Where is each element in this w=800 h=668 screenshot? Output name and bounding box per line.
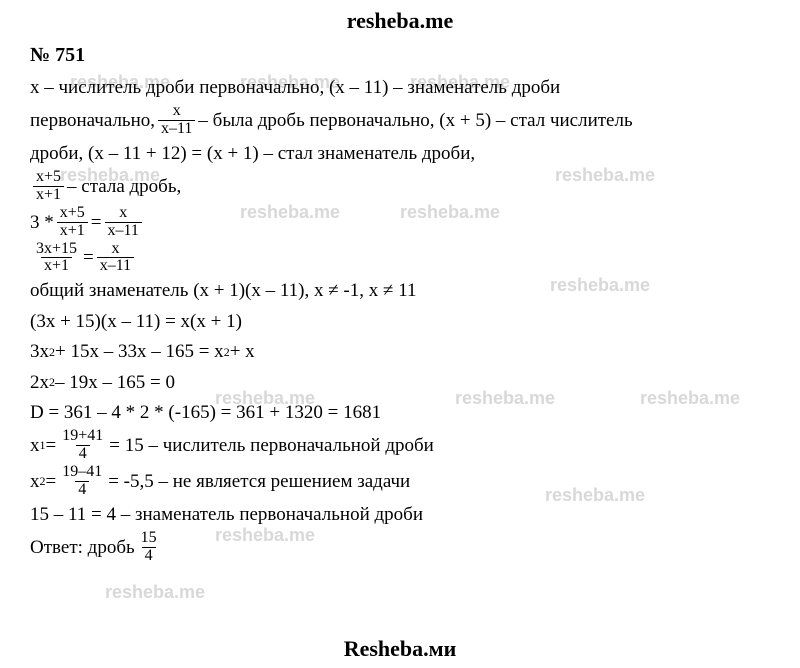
text: общий знаменатель (x + 1)(x – 11), x ≠ -… [30, 276, 417, 305]
fraction: 19–41 4 [59, 464, 105, 499]
numerator: x [108, 241, 122, 258]
denominator: x+1 [33, 186, 64, 204]
fraction: x+5 x+1 [33, 169, 64, 204]
denominator: 4 [142, 547, 156, 565]
denominator: x–11 [97, 257, 134, 275]
text: – 19x – 165 = 0 [55, 368, 175, 397]
text: Ответ: дробь [30, 533, 135, 562]
line-9: 3x2 + 15x – 33x – 165 = x2 + x [30, 337, 770, 366]
line-3: дроби, (x – 11 + 12) = (x + 1) – стал зн… [30, 139, 770, 168]
line-7: общий знаменатель (x + 1)(x – 11), x ≠ -… [30, 276, 770, 305]
text: 15 – 11 = 4 – знаменатель первоначальной… [30, 500, 423, 529]
denominator: x+1 [41, 257, 72, 275]
line-8: (3x + 15)(x – 11) = x(x + 1) [30, 307, 770, 336]
fraction: x x–11 [105, 205, 142, 240]
line-12: x1 = 19+41 4 = 15 – числитель первоначал… [30, 428, 770, 463]
line-1: x – числитель дроби первоначально, (x – … [30, 73, 770, 102]
line-6: 3x+15 x+1 = x x–11 [30, 241, 770, 276]
numerator: 19+41 [59, 428, 106, 445]
text: 2x [30, 368, 49, 397]
numerator: x+5 [57, 205, 88, 222]
text: = [83, 243, 94, 272]
text: x – числитель дроби первоначально, (x – … [30, 73, 560, 102]
text: D = 361 – 4 * 2 * (-165) = 361 + 1320 = … [30, 398, 381, 427]
fraction: x x–11 [97, 241, 134, 276]
line-15: Ответ: дробь 15 4 [30, 530, 770, 565]
text: + x [230, 337, 255, 366]
fraction: x+5 x+1 [57, 205, 88, 240]
fraction: 15 4 [138, 530, 160, 565]
line-2: первоначально, x x–11 – была дробь перво… [30, 103, 770, 138]
text: x [30, 431, 40, 460]
header-brand: resheba.me [0, 0, 800, 40]
line-4: x+5 x+1 – стала дробь, [30, 169, 770, 204]
text: 3x [30, 337, 49, 366]
line-10: 2x2 – 19x – 165 = 0 [30, 368, 770, 397]
fraction: 3x+15 x+1 [33, 241, 80, 276]
numerator: 3x+15 [33, 241, 80, 258]
line-13: x2 = 19–41 4 = -5,5 – не является решени… [30, 464, 770, 499]
denominator: x–11 [105, 222, 142, 240]
text: = [46, 467, 57, 496]
text: = 15 – числитель первоначальной дроби [109, 431, 434, 460]
text: первоначально, [30, 106, 155, 135]
solution-body: № 751 x – числитель дроби первоначально,… [0, 40, 800, 565]
text: – стала дробь, [67, 172, 181, 201]
numerator: x [116, 205, 130, 222]
text: 3 * [30, 208, 54, 237]
text: x [30, 467, 40, 496]
text: + 15x – 33x – 165 = x [55, 337, 224, 366]
text: (3x + 15)(x – 11) = x(x + 1) [30, 307, 242, 336]
denominator: x+1 [57, 222, 88, 240]
numerator: 15 [138, 530, 160, 547]
text: = -5,5 – не является решением задачи [108, 467, 410, 496]
numerator: x+5 [33, 169, 64, 186]
denominator: 4 [75, 481, 89, 499]
numerator: 19–41 [59, 464, 105, 481]
denominator: 4 [76, 445, 90, 463]
denominator: x–11 [158, 120, 195, 138]
text: = [46, 431, 57, 460]
text: – была дробь первоначально, (x + 5) – ст… [198, 106, 632, 135]
problem-number: № 751 [30, 40, 770, 71]
line-14: 15 – 11 = 4 – знаменатель первоначальной… [30, 500, 770, 529]
watermark-text: resheba.me [105, 582, 205, 603]
text: дроби, (x – 11 + 12) = (x + 1) – стал зн… [30, 139, 475, 168]
line-11: D = 361 – 4 * 2 * (-165) = 361 + 1320 = … [30, 398, 770, 427]
numerator: x [170, 103, 184, 120]
fraction: 19+41 4 [59, 428, 106, 463]
line-5: 3 * x+5 x+1 = x x–11 [30, 205, 770, 240]
footer-brand: Resheba.ми [0, 636, 800, 662]
text: = [91, 208, 102, 237]
fraction: x x–11 [158, 103, 195, 138]
